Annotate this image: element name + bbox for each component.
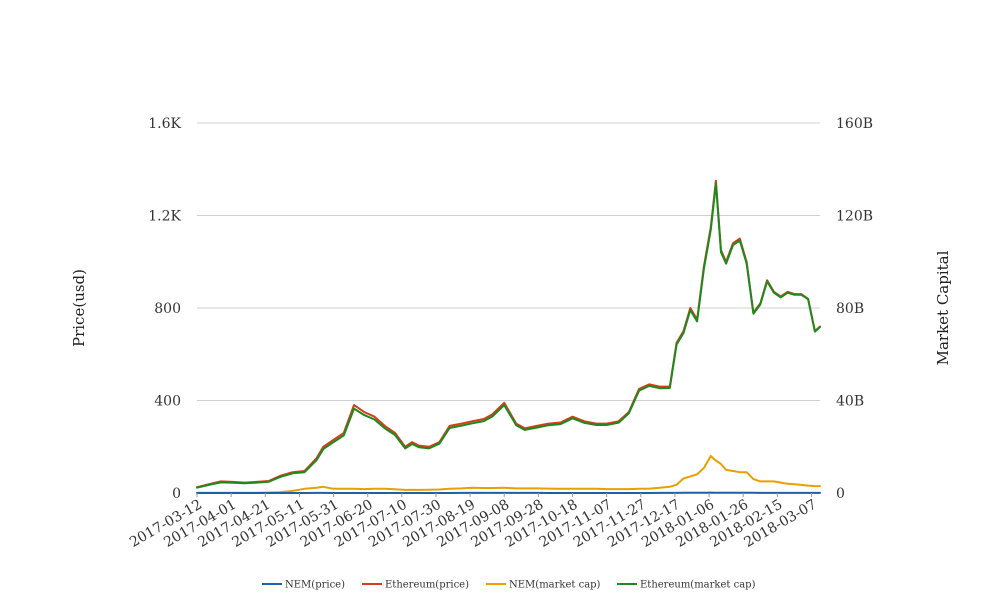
gridlines [197,122,820,494]
left-tick-label: 400 [154,394,181,410]
left-tick-label: 800 [154,301,181,317]
left-axis-title: Price(usd) [70,269,88,347]
series-line-nem-market-cap [196,455,821,494]
right-axis-title: Market Capital [934,250,952,365]
left-axis-ticks: 0 400 800 1.2K 1.6K [148,116,181,502]
right-tick-label: 80B [836,301,864,317]
right-tick-label: 40B [836,394,864,410]
legend-label: NEM(price) [285,580,345,591]
series-lines [196,179,821,494]
left-tick-label: 0 [172,486,181,502]
legend: NEM(price) Ethereum(price) NEM(market cap)… [262,580,756,591]
right-tick-label: 160B [836,116,873,132]
series-line-ethereum-market-cap [196,182,821,489]
legend-label: NEM(market cap) [509,580,601,591]
legend-label: Ethereum(price) [385,580,469,591]
x-axis-ticks: 2017-03-122017-04-012017-04-212017-05-11… [127,493,819,551]
legend-label: Ethereum(market cap) [640,580,756,591]
left-tick-label: 1.6K [148,116,181,132]
right-axis-ticks: 0 40B 80B 120B 160B [836,116,873,502]
left-tick-label: 1.2K [148,209,181,225]
right-tick-label: 0 [836,486,845,502]
series-line-ethereum-price [196,179,821,489]
right-tick-label: 120B [836,209,873,225]
